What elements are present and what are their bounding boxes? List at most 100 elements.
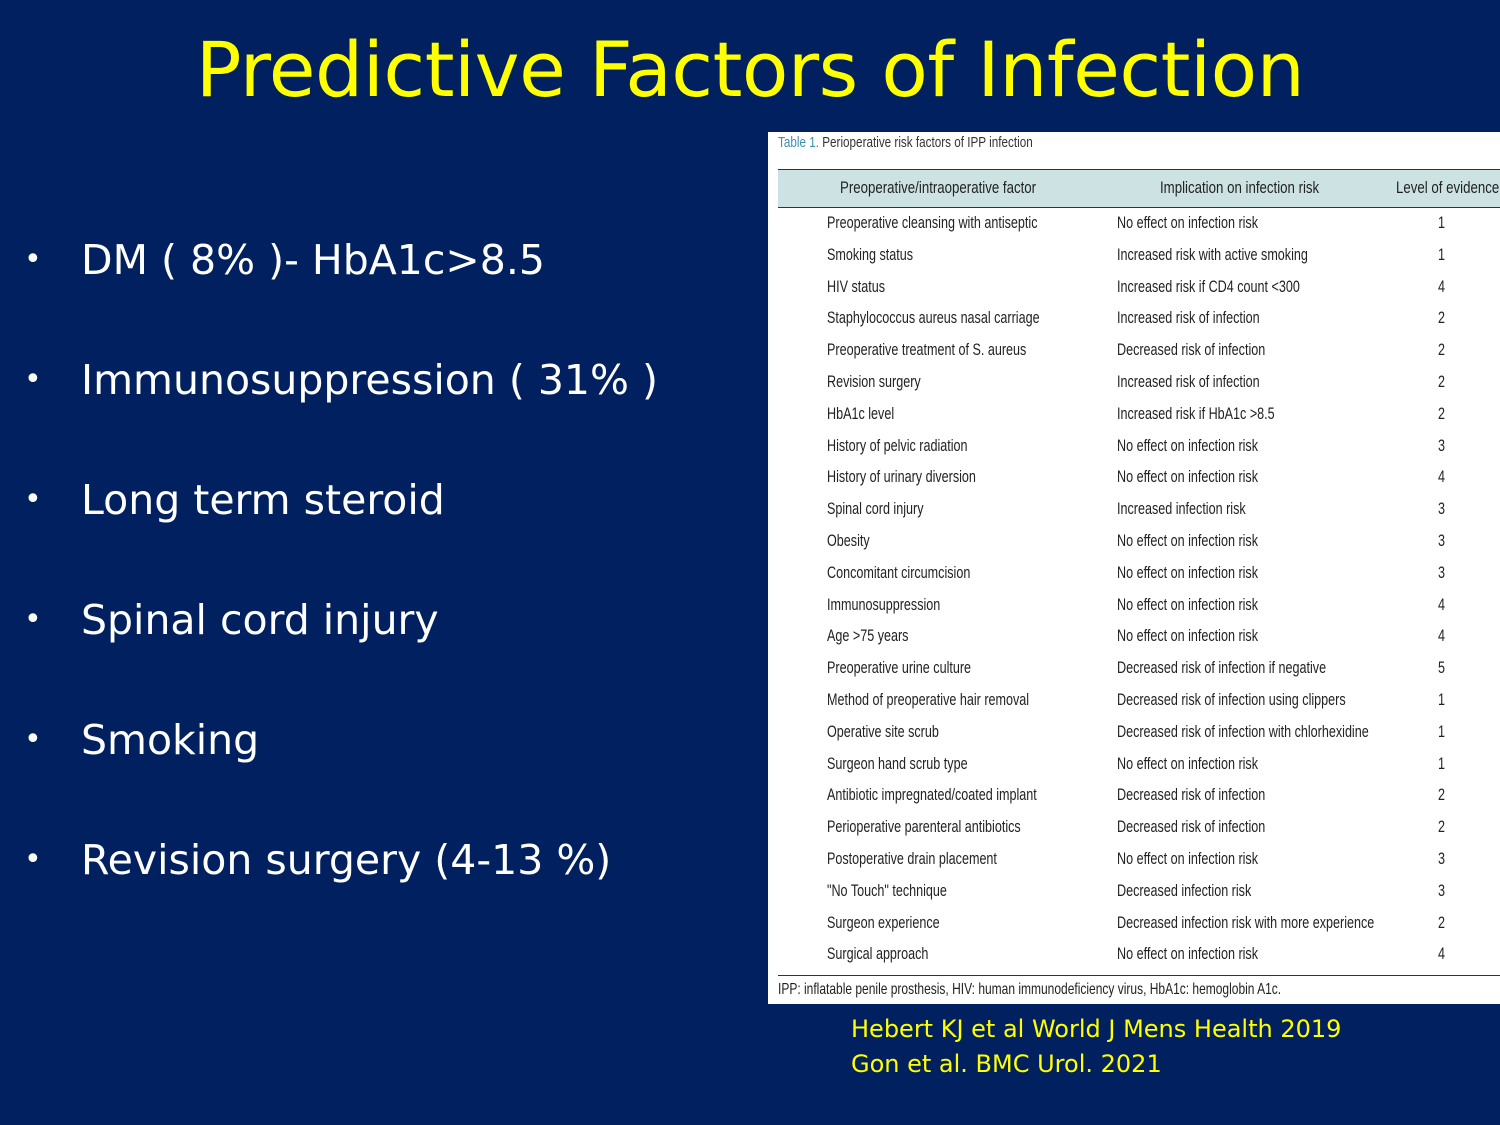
implication-cell: Decreased risk of infection with chlorhe… [1117,721,1369,741]
reference-2: Gon et al. BMC Urol. 2021 [851,1050,1162,1078]
table-caption-tag: Table 1. [778,134,819,151]
implication-cell: No effect on infection risk [1117,435,1259,455]
factor-cell: "No Touch" technique [827,880,947,900]
evidence-level-cell: 1 [1438,721,1446,741]
implication-cell: Decreased risk of infection [1117,785,1266,805]
bullet-text: DM ( 8% )- HbA1c>8.5 [81,236,545,284]
factor-cell: Preoperative treatment of S. aureus [827,340,1027,360]
table-row: Method of preoperative hair removal Decre… [768,685,1500,717]
table-caption: Table 1. Perioperative risk factors of I… [778,134,1033,151]
implication-cell: Increased risk of infection [1117,372,1260,391]
implication-cell: Increased risk if HbA1c >8.5 [1117,403,1275,423]
evidence-level-cell: 2 [1438,912,1446,932]
factor-cell: HbA1c level [827,403,895,423]
factor-cell: Operative site scrub [827,721,939,741]
implication-cell: No effect on infection risk [1117,626,1259,646]
factor-cell: Staphylococcus aureus nasal carriage [827,308,1040,328]
factor-cell: Immunosuppression [827,594,941,614]
bullet-item: • Immunosuppression ( 31% ) [0,350,740,410]
bullet-dot-icon: • [24,602,42,637]
evidence-level-cell: 2 [1438,340,1446,360]
factor-cell: Antibiotic impregnated/coated implant [827,785,1037,805]
factor-cell: Preoperative cleansing with antiseptic [827,213,1038,232]
factor-cell: Perioperative parenteral antibiotics [827,817,1021,837]
bullet-item: • Revision surgery (4-13 %) [0,830,740,890]
table-row: Immunosuppression No effect on infection … [768,590,1500,622]
implication-cell: Decreased risk of infection using clippe… [1117,690,1346,709]
bullet-item: • DM ( 8% )- HbA1c>8.5 [0,230,740,290]
table-row: Surgical approach No effect on infection … [768,939,1500,971]
evidence-level-cell: 1 [1438,753,1446,773]
factor-cell: Revision surgery [827,372,921,391]
factor-cell: Smoking status [827,244,914,264]
table-row: Smoking status Increased risk with active… [768,240,1500,272]
implication-cell: No effect on infection risk [1117,753,1259,773]
evidence-level-cell: 3 [1438,880,1446,900]
implication-cell: Decreased risk of infection [1117,340,1266,360]
bullet-text: Immunosuppression ( 31% ) [81,356,659,404]
implication-cell: Decreased risk of infection if negative [1117,658,1327,678]
implication-cell: Increased infection risk [1117,499,1246,519]
bullet-dot-icon: • [24,722,42,757]
implication-cell: No effect on infection risk [1117,531,1259,550]
table-header-row: Preoperative/intraoperative factor Impli… [778,169,1500,208]
table-row: History of pelvic radiation No effect on … [768,431,1500,463]
table-bottom-rule [778,975,1500,976]
factor-cell: History of pelvic radiation [827,435,968,455]
evidence-level-cell: 4 [1438,626,1446,646]
evidence-level-cell: 3 [1438,435,1446,455]
evidence-level-cell: 2 [1438,372,1446,391]
factor-cell: Surgeon experience [827,912,940,932]
bullet-text: Smoking [81,716,260,764]
table-row: Operative site scrub Decreased risk of in… [768,717,1500,749]
factor-cell: Spinal cord injury [827,499,924,519]
factor-cell: Obesity [827,531,870,550]
implication-cell: Decreased infection risk with more exper… [1117,912,1375,932]
table-row: Preoperative urine culture Decreased risk… [768,653,1500,685]
table-row: History of urinary diversion No effect on… [768,462,1500,494]
bullet-text: Spinal cord injury [81,596,439,644]
evidence-level-cell: 4 [1438,276,1446,296]
implication-cell: Increased risk of infection [1117,308,1260,328]
evidence-level-cell: 4 [1438,594,1446,614]
table-row: Revision surgery Increased risk of infect… [768,367,1500,399]
bullet-item: • Long term steroid [0,470,740,530]
implication-cell: No effect on infection risk [1117,849,1259,868]
implication-cell: No effect on infection risk [1117,467,1259,487]
factor-cell: History of urinary diversion [827,467,976,487]
table-row: Obesity No effect on infection risk 3 [768,526,1500,558]
column-header-factor: Preoperative/intraoperative factor [840,178,1037,197]
bullet-item: • Smoking [0,710,740,770]
bullet-item: • Spinal cord injury [0,590,740,650]
implication-cell: Increased risk if CD4 count <300 [1117,276,1300,296]
factor-cell: Preoperative urine culture [827,658,972,678]
bullet-dot-icon: • [24,362,42,397]
evidence-level-cell: 1 [1438,244,1446,264]
evidence-level-cell: 3 [1438,531,1446,550]
implication-cell: Decreased risk of infection [1117,817,1266,837]
implication-cell: No effect on infection risk [1117,213,1259,232]
table-row: Preoperative cleansing with antiseptic No… [768,208,1500,240]
bullet-dot-icon: • [24,842,42,877]
evidence-level-cell: 4 [1438,944,1446,964]
table-row: "No Touch" technique Decreased infection … [768,876,1500,908]
evidence-level-cell: 5 [1438,658,1446,678]
table-row: Preoperative treatment of S. aureus Decre… [768,335,1500,367]
table-row: HbA1c level Increased risk if HbA1c >8.5 2 [768,399,1500,431]
implication-cell: No effect on infection risk [1117,944,1259,964]
references: Hebert KJ et al World J Mens Health 2019… [851,1012,1341,1082]
table-row: Spinal cord injury Increased infection ri… [768,494,1500,526]
table-row: Age >75 years No effect on infection risk… [768,621,1500,653]
reference-1: Hebert KJ et al World J Mens Health 2019 [851,1015,1342,1043]
risk-factor-table: Table 1. Perioperative risk factors of I… [768,132,1500,1004]
factor-cell: Surgical approach [827,944,929,964]
evidence-level-cell: 1 [1438,690,1446,709]
evidence-level-cell: 2 [1438,785,1446,805]
implication-cell: No effect on infection risk [1117,594,1259,614]
table-caption-text: Perioperative risk factors of IPP infect… [822,134,1033,151]
implication-cell: Decreased infection risk [1117,880,1252,900]
evidence-level-cell: 3 [1438,849,1446,868]
column-header-evidence: Level of evidence [1396,178,1500,197]
factor-cell: Method of preoperative hair removal [827,690,1030,709]
table-row: Antibiotic impregnated/coated implant Dec… [768,780,1500,812]
